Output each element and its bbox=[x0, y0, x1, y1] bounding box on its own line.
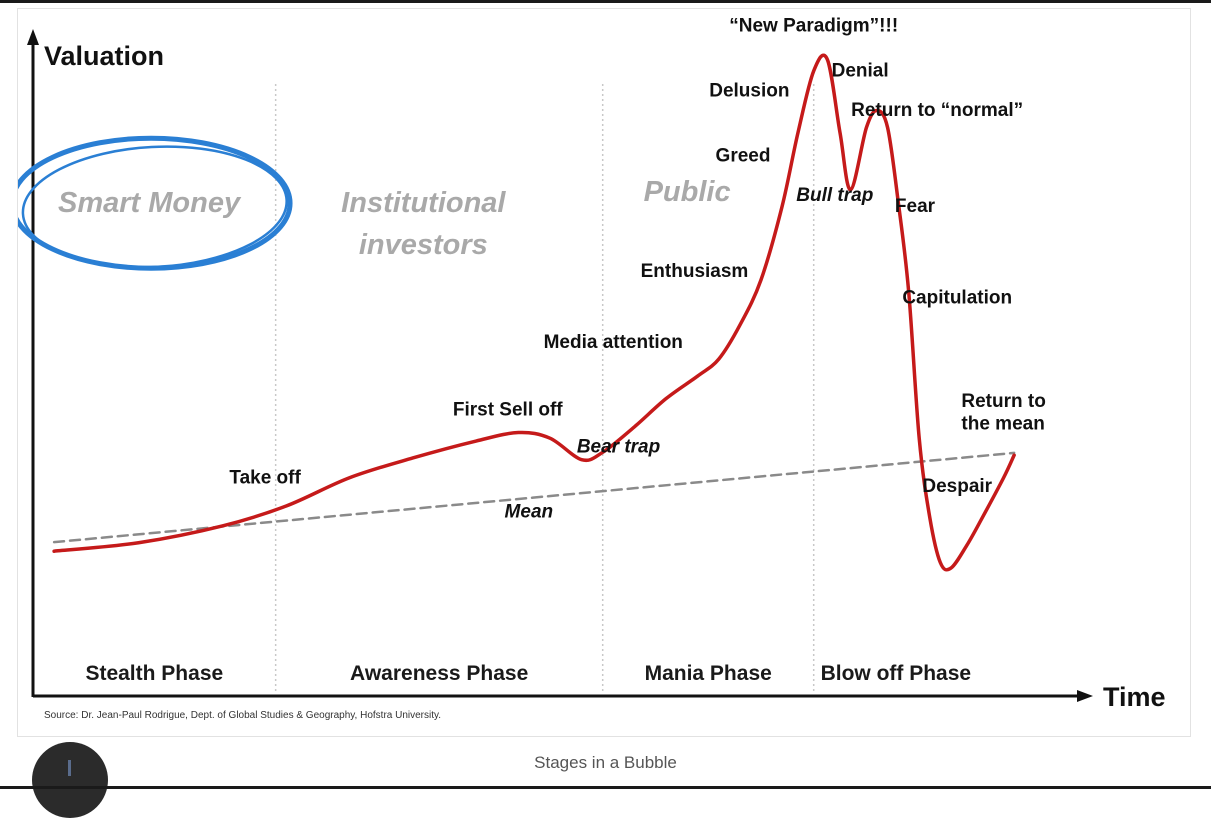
x-axis-arrow bbox=[1077, 690, 1093, 702]
bubble-chart: Valuation Time Stealth Phase Awareness Phas… bbox=[18, 15, 1166, 721]
slide-frame: Valuation Time Stealth Phase Awareness Phas… bbox=[17, 8, 1191, 737]
investor-group-label: Institutional bbox=[341, 187, 506, 219]
stage-annotation: Denial bbox=[832, 61, 889, 82]
investor-group-label: investors bbox=[359, 229, 488, 261]
stage-annotation: Mean bbox=[505, 501, 554, 522]
phase-label: Awareness Phase bbox=[350, 662, 528, 685]
investor-group-label: Public bbox=[644, 176, 731, 208]
stage-annotation: Capitulation bbox=[902, 288, 1012, 309]
stage-annotation: Bull trap bbox=[796, 185, 873, 206]
stage-annotation: Enthusiasm bbox=[641, 261, 749, 282]
y-axis-arrow bbox=[27, 29, 39, 45]
stage-annotation: Despair bbox=[922, 476, 992, 497]
stage-annotation: Return to “normal” bbox=[851, 100, 1023, 121]
phase-label: Stealth Phase bbox=[85, 662, 223, 685]
phase-label: Blow off Phase bbox=[821, 662, 972, 685]
stage-annotation: Media attention bbox=[544, 332, 683, 353]
stage-annotation: Fear bbox=[895, 196, 936, 217]
source-note: Source: Dr. Jean-Paul Rodrigue, Dept. of… bbox=[44, 710, 441, 721]
stage-annotation: Return to bbox=[961, 391, 1045, 412]
top-rule bbox=[0, 0, 1211, 3]
stage-annotation: “New Paradigm”!!! bbox=[729, 15, 898, 36]
stage-annotation: Delusion bbox=[709, 80, 789, 101]
bottom-rule bbox=[0, 786, 1211, 789]
phase-label: Mania Phase bbox=[645, 662, 772, 685]
x-axis-label: Time bbox=[1103, 682, 1166, 712]
mean-line bbox=[52, 451, 1016, 544]
slide-caption: Stages in a Bubble bbox=[534, 753, 677, 772]
stage-annotation: First Sell off bbox=[453, 400, 563, 421]
avatar-mark bbox=[68, 760, 71, 776]
investor-group-label: Smart Money bbox=[58, 187, 242, 219]
highlight-circle-stroke bbox=[21, 145, 288, 269]
stage-annotation: the mean bbox=[961, 414, 1044, 435]
y-axis-label: Valuation bbox=[44, 41, 164, 71]
valuation-curve bbox=[52, 53, 1016, 572]
stage-annotation: Greed bbox=[716, 145, 771, 166]
stage-annotation: Bear trap bbox=[577, 436, 660, 457]
presenter-avatar[interactable] bbox=[32, 742, 108, 818]
stage-annotation: Take off bbox=[229, 467, 301, 488]
